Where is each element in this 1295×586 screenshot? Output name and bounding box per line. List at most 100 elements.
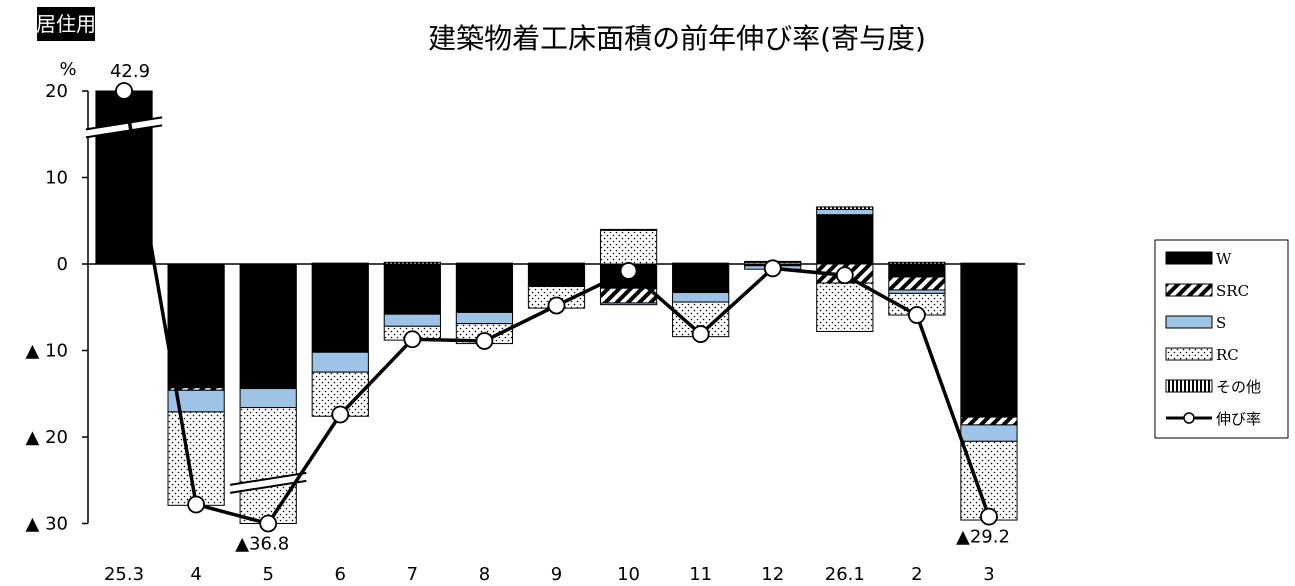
bar-segment-S xyxy=(816,209,874,216)
line-point xyxy=(187,495,206,514)
bar-stack xyxy=(960,262,1018,521)
x-tick-label: 2 xyxy=(911,564,922,585)
x-tick-label: 25.3 xyxy=(104,564,144,585)
y-tick-label: ▲ 20 xyxy=(26,427,68,448)
line-point xyxy=(475,332,494,350)
break-gap xyxy=(230,472,307,493)
bar-segment-その他 xyxy=(599,228,658,231)
bar-segment-その他 xyxy=(888,261,946,265)
bar-segment-その他 xyxy=(960,262,1018,265)
x-axis: 25.3 4 5 6 7 8 9 10 11 12 26.1 2 3 xyxy=(104,564,995,585)
y-tick-label: 20 xyxy=(45,81,68,102)
line-point xyxy=(115,82,133,100)
x-tick-label: 7 xyxy=(407,564,418,585)
x-tick-label: 26.1 xyxy=(825,564,865,585)
unit-label: % xyxy=(59,59,76,80)
bar-segment-W xyxy=(455,263,514,313)
break-mark xyxy=(85,116,163,131)
y-tick-label: ▲ 10 xyxy=(26,341,68,362)
x-tick-label: 4 xyxy=(190,564,201,585)
bar-segment-S xyxy=(311,351,369,373)
bar-segment-その他 xyxy=(816,206,874,211)
legend-swatch xyxy=(1165,251,1213,265)
line-point xyxy=(403,330,422,349)
x-tick-label: 6 xyxy=(335,564,346,585)
break-gap xyxy=(85,117,163,138)
bar-segment-SRC xyxy=(960,416,1018,426)
chart-title: 建築物着工床面積の前年伸び率(寄与度) xyxy=(428,22,926,55)
bar-segment-その他 xyxy=(455,262,514,265)
bar-segment-W xyxy=(816,214,874,265)
line-point xyxy=(691,325,710,343)
legend-swatch xyxy=(1165,283,1213,297)
y-tick-label: 0 xyxy=(57,254,68,275)
bar-segment-S xyxy=(888,289,946,294)
line-point xyxy=(980,507,998,526)
x-tick-label: 10 xyxy=(617,564,640,585)
bar-segment-その他 xyxy=(383,261,441,265)
bar-segment-S xyxy=(383,313,441,327)
bar-segment-その他 xyxy=(672,262,730,265)
legend-swatch xyxy=(1165,347,1213,361)
bar-segment-W xyxy=(311,263,369,353)
bar-segment-RC xyxy=(167,411,225,506)
x-tick-label: 12 xyxy=(761,564,784,585)
bar-segment-W xyxy=(95,90,153,265)
bar-segment-S xyxy=(239,388,297,409)
bar-stack xyxy=(888,261,946,316)
line-point xyxy=(835,266,854,285)
line-point xyxy=(331,405,350,424)
badge-background xyxy=(37,7,95,41)
bar-stack xyxy=(455,262,514,345)
legend-swatch xyxy=(1165,315,1213,329)
x-tick-label: 5 xyxy=(262,564,273,585)
legend-label: S xyxy=(1216,314,1226,332)
axis-breaks xyxy=(85,116,307,494)
value-annotations: 42.9 ▲36.8 ▲29.2 xyxy=(110,61,1010,555)
bar-stack xyxy=(167,263,225,506)
y-tick-label: 10 xyxy=(45,168,68,189)
line-point xyxy=(907,306,926,324)
bar-segment-RC xyxy=(239,407,297,524)
value-label: 42.9 xyxy=(110,61,150,82)
badge-label: 居住用 xyxy=(36,12,96,36)
legend-swatch xyxy=(1165,379,1213,393)
bar-segment-RC xyxy=(816,282,874,332)
bar-segment-W xyxy=(167,263,225,389)
bar-segment-SRC xyxy=(888,276,946,291)
x-tick-label: 3 xyxy=(983,564,994,585)
break-mark xyxy=(85,124,163,139)
bar-segment-S xyxy=(455,311,514,325)
break-mark xyxy=(229,471,307,486)
bar-segment-W xyxy=(672,263,730,294)
bar-segment-その他 xyxy=(527,262,586,265)
bar-segment-W xyxy=(960,263,1018,418)
bar-segment-S xyxy=(960,424,1018,442)
bar-segment-W xyxy=(239,263,297,390)
line-point xyxy=(259,514,278,533)
legend-label: W xyxy=(1216,250,1232,268)
bar-segment-S xyxy=(672,292,730,303)
line-point xyxy=(619,262,638,280)
bar-segment-W xyxy=(888,263,946,278)
x-tick-label: 8 xyxy=(479,564,490,585)
bar-segment-その他 xyxy=(311,262,369,265)
legend-box xyxy=(1154,239,1289,439)
line-point xyxy=(763,259,782,278)
bar-segment-S xyxy=(599,302,658,306)
legend-label: その他 xyxy=(1216,378,1261,396)
bar-segment-RC xyxy=(599,229,658,265)
bar-stack xyxy=(239,263,297,524)
legend-line-marker xyxy=(1183,412,1195,424)
value-label: ▲36.8 xyxy=(235,534,289,555)
growth-rate-line xyxy=(115,82,998,533)
bar-segment-W xyxy=(527,263,586,287)
legend-label: 伸び率 xyxy=(1216,410,1261,428)
bar-stack xyxy=(95,90,153,265)
x-tick-label: 9 xyxy=(551,564,562,585)
x-tick-label: 11 xyxy=(689,564,712,585)
legend-label: RC xyxy=(1216,346,1239,364)
y-tick-label: ▲ 30 xyxy=(26,514,68,535)
